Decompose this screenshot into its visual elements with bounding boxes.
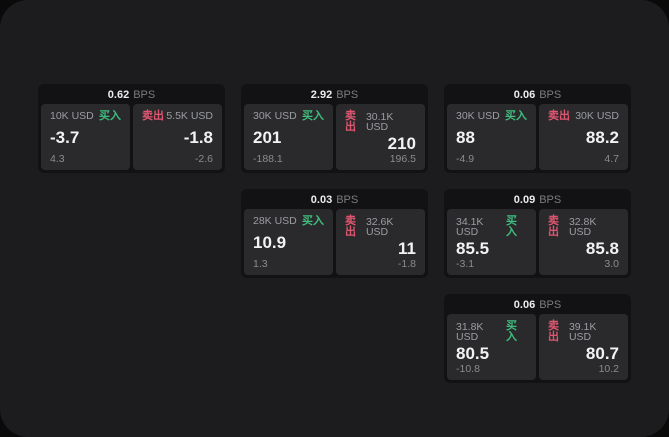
buy-tag: 买入	[506, 215, 518, 238]
buy-price: 80.5	[456, 343, 490, 363]
sell-price: 210	[387, 133, 416, 153]
sell-tag: 卖出	[548, 320, 559, 343]
card-header: 2.92 BPS	[244, 87, 425, 104]
buy-amount: 30K USD	[456, 110, 500, 123]
quote-cards-grid: 0.62 BPS 10K USD 买入 -3.7 4.3 卖出	[38, 84, 631, 383]
buy-price: -3.7	[50, 128, 80, 148]
bps-value: 0.06	[513, 299, 536, 311]
buy-price: 88	[456, 128, 475, 148]
buy-amount: 30K USD	[253, 110, 297, 123]
buy-delta: -188.1	[253, 152, 283, 165]
card-header: 0.06 BPS	[447, 87, 628, 104]
bps-unit-label: BPS	[539, 89, 562, 101]
sell-amount: 32.6K USD	[365, 215, 394, 238]
buy-amount: 10K USD	[50, 110, 94, 123]
buy-sell-tiles: 34.1K USD 买入 85.5 -3.1 卖出 32.8K USD 85.8…	[447, 209, 628, 275]
sell-amount: 30K USD	[575, 110, 619, 123]
sell-tag: 卖出	[548, 110, 570, 122]
sell-delta: 10.2	[598, 362, 619, 375]
sell-tile[interactable]: 卖出 32.6K USD 11 -1.8	[336, 209, 425, 275]
bps-value: 0.06	[513, 89, 536, 101]
sell-price: 88.2	[585, 128, 619, 148]
buy-tag: 买入	[506, 320, 518, 343]
sell-tag: 卖出	[345, 215, 356, 238]
buy-sell-tiles: 28K USD 买入 10.9 1.3 卖出 32.6K USD 11 -1.8	[244, 209, 425, 275]
card-header: 0.09 BPS	[447, 192, 628, 209]
sell-tile[interactable]: 卖出 32.8K USD 85.8 3.0	[539, 209, 628, 275]
buy-sell-tiles: 31.8K USD 买入 80.5 -10.8 卖出 39.1K USD 80.…	[447, 314, 628, 380]
buy-price: 85.5	[456, 238, 490, 258]
buy-delta: -10.8	[456, 362, 480, 375]
sell-amount: 30.1K USD	[365, 110, 394, 133]
sell-amount: 32.8K USD	[568, 215, 597, 238]
buy-sell-tiles: 30K USD 买入 88 -4.9 卖出 30K USD 88.2 4.7	[447, 104, 628, 170]
buy-tile[interactable]: 30K USD 买入 201 -188.1	[244, 104, 333, 170]
sell-amount: 5.5K USD	[166, 110, 213, 123]
sell-tile[interactable]: 卖出 39.1K USD 80.7 10.2	[539, 314, 628, 380]
sell-delta: 196.5	[389, 152, 416, 165]
sell-delta: 3.0	[604, 257, 619, 270]
bps-unit-label: BPS	[133, 89, 156, 101]
bps-unit-label: BPS	[539, 299, 562, 311]
sell-price: -1.8	[183, 128, 213, 148]
quote-card: 0.62 BPS 10K USD 买入 -3.7 4.3 卖出	[38, 84, 225, 173]
buy-delta: -4.9	[456, 152, 475, 165]
buy-tile[interactable]: 28K USD 买入 10.9 1.3	[244, 209, 333, 275]
sell-tile[interactable]: 卖出 30K USD 88.2 4.7	[539, 104, 628, 170]
quote-card: 0.09 BPS 34.1K USD 买入 85.5 -3.1 卖出	[444, 189, 631, 278]
card-header: 0.06 BPS	[447, 297, 628, 314]
sell-tile[interactable]: 卖出 30.1K USD 210 196.5	[336, 104, 425, 170]
bps-value: 2.92	[310, 89, 333, 101]
sell-amount: 39.1K USD	[568, 320, 597, 343]
buy-price: 10.9	[253, 233, 287, 253]
card-header: 0.62 BPS	[41, 87, 222, 104]
buy-sell-tiles: 30K USD 买入 201 -188.1 卖出 30.1K USD 210 1…	[244, 104, 425, 170]
sell-delta: 4.7	[604, 152, 619, 165]
buy-amount: 28K USD	[253, 215, 297, 228]
sell-delta: -2.6	[194, 152, 213, 165]
quote-card: 0.06 BPS 31.8K USD 买入 80.5 -10.8 卖	[444, 294, 631, 383]
buy-tile[interactable]: 34.1K USD 买入 85.5 -3.1	[447, 209, 536, 275]
sell-price: 80.7	[585, 343, 619, 363]
quote-card: 0.03 BPS 28K USD 买入 10.9 1.3 卖出	[241, 189, 428, 278]
buy-tile[interactable]: 31.8K USD 买入 80.5 -10.8	[447, 314, 536, 380]
buy-sell-tiles: 10K USD 买入 -3.7 4.3 卖出 5.5K USD -1.8 -2.…	[41, 104, 222, 170]
sell-price: 11	[398, 238, 416, 258]
bps-value: 0.03	[310, 194, 333, 206]
bps-unit-label: BPS	[336, 89, 359, 101]
buy-price: 201	[253, 128, 282, 148]
sell-tag: 卖出	[548, 215, 559, 238]
bps-value: 0.09	[513, 194, 536, 206]
sell-tag: 卖出	[345, 110, 356, 133]
bps-unit-label: BPS	[336, 194, 359, 206]
bps-value: 0.62	[107, 89, 130, 101]
buy-delta: 4.3	[50, 152, 65, 165]
buy-amount: 34.1K USD	[456, 215, 484, 238]
buy-tag: 买入	[505, 110, 527, 122]
sell-tag: 卖出	[142, 110, 164, 122]
buy-tile[interactable]: 30K USD 买入 88 -4.9	[447, 104, 536, 170]
quote-card: 2.92 BPS 30K USD 买入 201 -188.1 卖出	[241, 84, 428, 173]
sell-tile[interactable]: 卖出 5.5K USD -1.8 -2.6	[133, 104, 222, 170]
sell-price: 85.8	[585, 238, 619, 258]
sell-delta: -1.8	[397, 257, 416, 270]
bps-unit-label: BPS	[539, 194, 562, 206]
buy-tag: 买入	[99, 110, 121, 122]
buy-tag: 买入	[302, 110, 324, 122]
buy-delta: -3.1	[456, 257, 475, 270]
buy-delta: 1.3	[253, 257, 268, 270]
buy-amount: 31.8K USD	[456, 320, 484, 343]
quote-card: 0.06 BPS 30K USD 买入 88 -4.9 卖出	[444, 84, 631, 173]
card-header: 0.03 BPS	[244, 192, 425, 209]
buy-tag: 买入	[302, 215, 324, 227]
buy-tile[interactable]: 10K USD 买入 -3.7 4.3	[41, 104, 130, 170]
